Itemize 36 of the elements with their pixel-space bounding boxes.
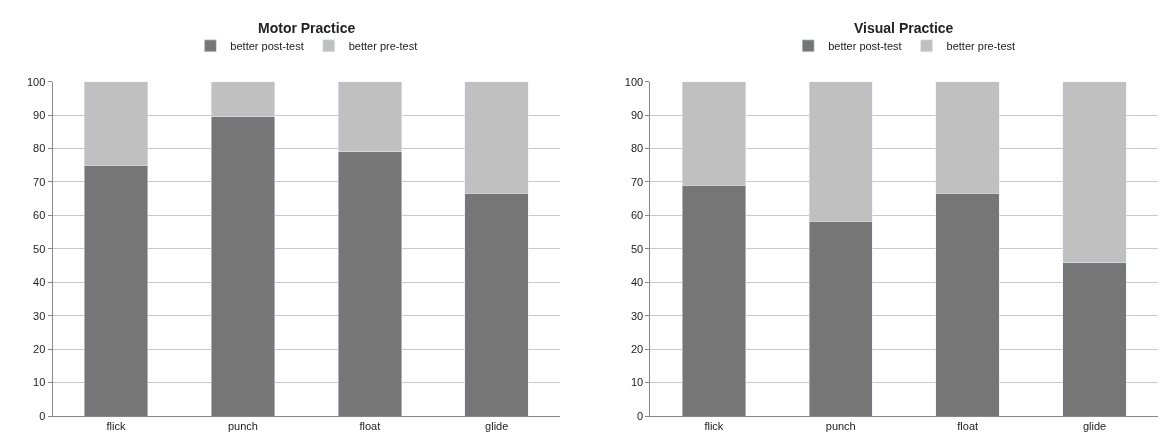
legend-label: better pre-test (946, 40, 1016, 53)
y-tick-label: 90 (33, 108, 46, 121)
y-tick-label: 10 (33, 376, 46, 389)
y-tick-label: 20 (630, 342, 644, 355)
y-tick-label: 50 (33, 242, 46, 255)
x-tick-label: punch (227, 420, 258, 433)
y-tick-label: 0 (637, 409, 644, 422)
x-tick-label: flick (106, 420, 126, 433)
y-tick-label: 100 (624, 75, 644, 88)
y-tick-label: 90 (630, 108, 644, 121)
y-tick-label: 100 (27, 75, 46, 88)
x-tick-label: glide (1082, 420, 1107, 433)
chart-title: Visual Practice (854, 20, 954, 36)
y-tick-label: 70 (630, 175, 644, 188)
legend-label: better pre-test (348, 40, 418, 53)
y-tick-label: 80 (33, 142, 46, 155)
chart-title: Motor Practice (258, 20, 356, 36)
x-tick-label: flick (704, 420, 724, 433)
x-tick-label: float (359, 420, 381, 433)
y-tick-label: 60 (630, 209, 644, 222)
y-tick-label: 40 (33, 276, 46, 289)
x-tick-label: glide (485, 420, 509, 433)
y-tick-label: 80 (630, 142, 644, 155)
x-tick-label: float (957, 420, 979, 433)
y-tick-label: 20 (33, 342, 46, 355)
y-tick-label: 60 (33, 209, 46, 222)
y-tick-label: 50 (630, 242, 644, 255)
y-tick-label: 70 (33, 175, 46, 188)
y-tick-label: 0 (39, 409, 46, 422)
y-tick-label: 10 (630, 376, 644, 389)
x-tick-label: punch (825, 420, 856, 433)
y-tick-label: 30 (33, 309, 46, 322)
legend-label: better post-test (230, 40, 304, 53)
y-tick-label: 40 (630, 276, 644, 289)
legend-label: better post-test (828, 40, 902, 53)
y-tick-label: 30 (630, 309, 644, 322)
